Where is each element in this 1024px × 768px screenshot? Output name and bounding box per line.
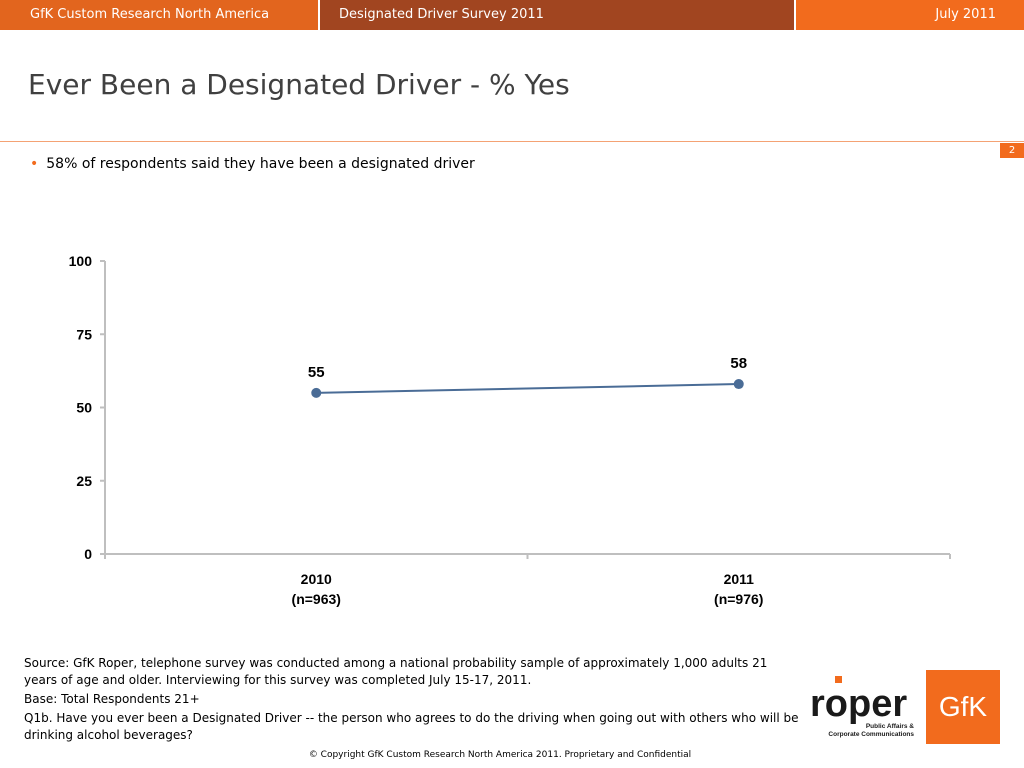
roper-logo: roper Public Affairs & Corporate Communi… [810, 676, 914, 738]
slide-title: Ever Been a Designated Driver - % Yes [28, 68, 570, 101]
header-company-section: GfK Custom Research North America [0, 0, 318, 30]
line-chart: 0 25 50 75 100 2010 (n=963) 2011 (n=976) 55 58 [69, 253, 951, 607]
copyright-text: © Copyright GfK Custom Research North Am… [308, 750, 692, 760]
data-label: 58 [730, 355, 747, 372]
y-tick-label: 75 [76, 326, 92, 342]
title-divider [0, 141, 1024, 142]
series-line [316, 383, 739, 394]
roper-tagline-2: Corporate Communications [828, 731, 914, 738]
question-note: Q1b. Have you ever been a Designated Dri… [24, 711, 799, 742]
y-tick-label: 50 [76, 400, 92, 416]
header-survey-section: Designated Driver Survey 2011 [320, 0, 794, 30]
gfk-logo: GfK [926, 670, 1000, 744]
header-divider [794, 0, 796, 30]
data-label: 55 [308, 364, 325, 381]
page-number: 2 [1000, 143, 1024, 158]
bullet-point: • 58% of respondents said they have been … [30, 156, 475, 172]
header-survey-title: Designated Driver Survey 2011 [339, 7, 544, 22]
data-point [733, 379, 744, 390]
bullet-text: 58% of respondents said they have been a… [46, 156, 475, 172]
gfk-wordmark: GfK [939, 691, 988, 722]
header-divider [318, 0, 320, 30]
header-company: GfK Custom Research North America [30, 7, 270, 22]
roper-tagline-1: Public Affairs & [866, 723, 914, 730]
roper-wordmark: roper [810, 683, 907, 725]
header-bar: GfK Custom Research North America Design… [0, 0, 1024, 30]
y-tick-label: 100 [69, 253, 93, 269]
base-note: Base: Total Respondents 21+ [24, 692, 200, 706]
x-tick-label: 2010 (n=963) [292, 571, 341, 607]
y-tick-label: 25 [76, 473, 92, 489]
source-note: Source: GfK Roper, telephone survey was … [24, 656, 768, 687]
bullet-icon: • [30, 156, 39, 172]
data-point [311, 387, 322, 398]
x-tick-label: 2011 (n=976) [714, 571, 763, 607]
header-date: July 2011 [935, 7, 996, 22]
y-tick-label: 0 [84, 546, 92, 562]
